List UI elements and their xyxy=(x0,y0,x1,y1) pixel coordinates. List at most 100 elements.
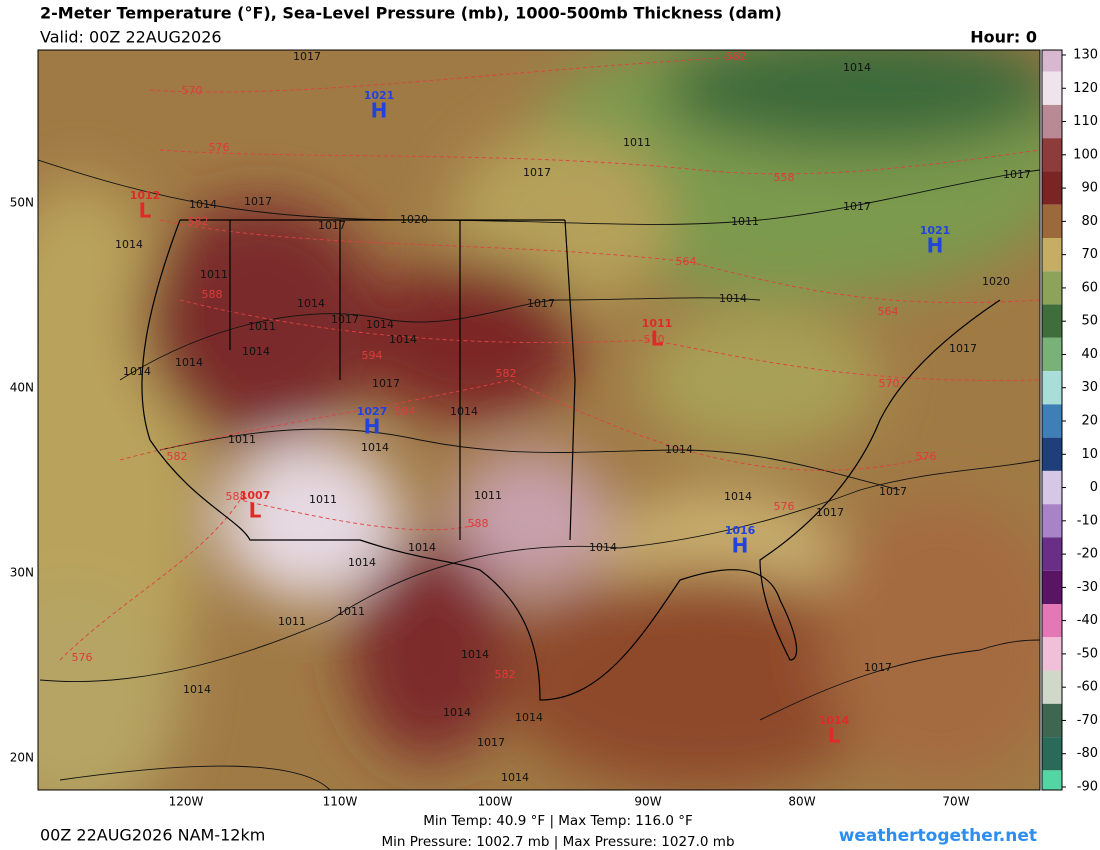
colorbar-segment xyxy=(1042,570,1062,604)
isobar-label: 1017 xyxy=(864,661,892,674)
thickness-label: 582 xyxy=(496,367,517,380)
isobar-label: 1017 xyxy=(477,736,505,749)
colorbar-segment xyxy=(1042,537,1062,571)
colorbar-segment xyxy=(1042,404,1062,438)
colorbar-label: -90 xyxy=(1077,780,1098,795)
isobar-label: 1011 xyxy=(337,605,365,618)
isobar-label: 1011 xyxy=(248,320,276,333)
isobar-label: 1020 xyxy=(982,275,1010,288)
center-pressure: 1012 xyxy=(130,189,161,202)
thickness-label: 588 xyxy=(468,517,489,530)
center-pressure: 1027 xyxy=(357,405,388,418)
min-max-temp: Min Temp: 40.9 °F | Max Temp: 116.0 °F xyxy=(423,813,693,829)
colorbar-label: 90 xyxy=(1081,181,1098,196)
isobar-label: 1011 xyxy=(278,615,306,628)
isobar-label: 1014 xyxy=(297,297,325,310)
thickness-label: 576 xyxy=(916,450,937,463)
colorbar-segment xyxy=(1042,304,1062,338)
isobar-label: 1014 xyxy=(115,238,143,251)
colorbar-label: 60 xyxy=(1081,280,1098,295)
isobar-label: 1014 xyxy=(450,405,478,418)
colorbar-label: 130 xyxy=(1073,48,1098,63)
colorbar-segment xyxy=(1042,637,1062,671)
thickness-label: 570 xyxy=(644,333,665,346)
thickness-label: 582 xyxy=(726,50,747,63)
colorbar-label: 40 xyxy=(1081,347,1098,362)
isobar-label: 1017 xyxy=(372,377,400,390)
lon-label: 120W xyxy=(169,795,204,809)
isobar-label: 1014 xyxy=(515,711,543,724)
colorbar-label: 80 xyxy=(1081,214,1098,229)
lat-label: 50N xyxy=(10,196,34,210)
thickness-label: 564 xyxy=(676,255,697,268)
isobar-label: 1014 xyxy=(389,333,417,346)
isobar-label: 1017 xyxy=(331,313,359,326)
valid-time: Valid: 00Z 22AUG2026 xyxy=(40,28,222,47)
colorbar-label: 10 xyxy=(1081,447,1098,462)
isobar-label: 1011 xyxy=(309,493,337,506)
isobar-label: 1014 xyxy=(183,683,211,696)
colorbar-label: 0 xyxy=(1090,480,1098,495)
isobar-label: 1014 xyxy=(348,556,376,569)
colorbar-segment xyxy=(1042,104,1062,139)
thickness-label: 564 xyxy=(878,305,899,318)
thickness-label: 576 xyxy=(209,141,230,154)
isobar-label: 1014 xyxy=(665,443,693,456)
map-field xyxy=(38,50,1040,790)
colorbar-segment xyxy=(1042,50,1062,72)
isobar-label: 1017 xyxy=(527,297,555,310)
isobar-label: 1017 xyxy=(293,50,321,63)
isobar-label: 1017 xyxy=(523,166,551,179)
colorbar-segment xyxy=(1042,670,1062,704)
thickness-label: 570 xyxy=(879,377,900,390)
lon-label: 80W xyxy=(788,795,815,809)
thickness-label: 558 xyxy=(774,171,795,184)
isobar-label: 1017 xyxy=(816,506,844,519)
center-letter: L xyxy=(139,199,152,223)
colorbar-label: 30 xyxy=(1081,380,1098,395)
isobar-label: 1014 xyxy=(461,648,489,661)
colorbar-segment xyxy=(1042,737,1062,771)
thickness-label: 582 xyxy=(167,450,188,463)
colorbar-label: -80 xyxy=(1077,746,1098,761)
isobar-label: 1014 xyxy=(361,441,389,454)
isobar-label: 1014 xyxy=(175,356,203,369)
isobar-label: 1014 xyxy=(242,345,270,358)
isobar-label: 1017 xyxy=(879,485,907,498)
isobar-label: 1011 xyxy=(474,489,502,502)
thickness-label: 588 xyxy=(226,490,247,503)
center-pressure: 1021 xyxy=(364,89,395,102)
thickness-label: 576 xyxy=(72,651,93,664)
thickness-label: 594 xyxy=(395,405,416,418)
isobar-label: 1014 xyxy=(443,706,471,719)
center-letter: H xyxy=(927,234,944,258)
colorbar-segment xyxy=(1042,204,1062,238)
colorbar-segment xyxy=(1042,470,1062,505)
center-pressure: 1007 xyxy=(240,489,271,502)
thickness-lines xyxy=(59,56,1040,661)
isobar-lines xyxy=(38,159,1040,790)
lon-label: 110W xyxy=(323,795,358,809)
isobar-label: 1014 xyxy=(843,61,871,74)
colorbar-segment xyxy=(1042,171,1062,205)
colorbar-label: -20 xyxy=(1077,547,1098,562)
colorbar-segment xyxy=(1042,337,1062,372)
colorbar-label: 70 xyxy=(1081,247,1098,262)
center-pressure: 1014 xyxy=(819,714,850,727)
isobar-label: 1014 xyxy=(501,771,529,784)
colorbar-frame xyxy=(1041,49,1063,791)
colorbar-label: -30 xyxy=(1077,580,1098,595)
center-letter: H xyxy=(732,534,749,558)
colorbar-segment xyxy=(1042,71,1062,105)
colorbar-label: -50 xyxy=(1077,646,1098,661)
center-letter: L xyxy=(249,499,262,523)
colorbar-label: 100 xyxy=(1073,147,1098,162)
lon-label: 90W xyxy=(634,795,661,809)
boundaries xyxy=(141,219,1001,701)
isobar-label: 1014 xyxy=(589,541,617,554)
lon-label: 70W xyxy=(942,795,969,809)
colorbar-segment xyxy=(1042,504,1062,538)
colorbar-label: 50 xyxy=(1081,314,1098,329)
isobar-label: 1014 xyxy=(366,318,394,331)
